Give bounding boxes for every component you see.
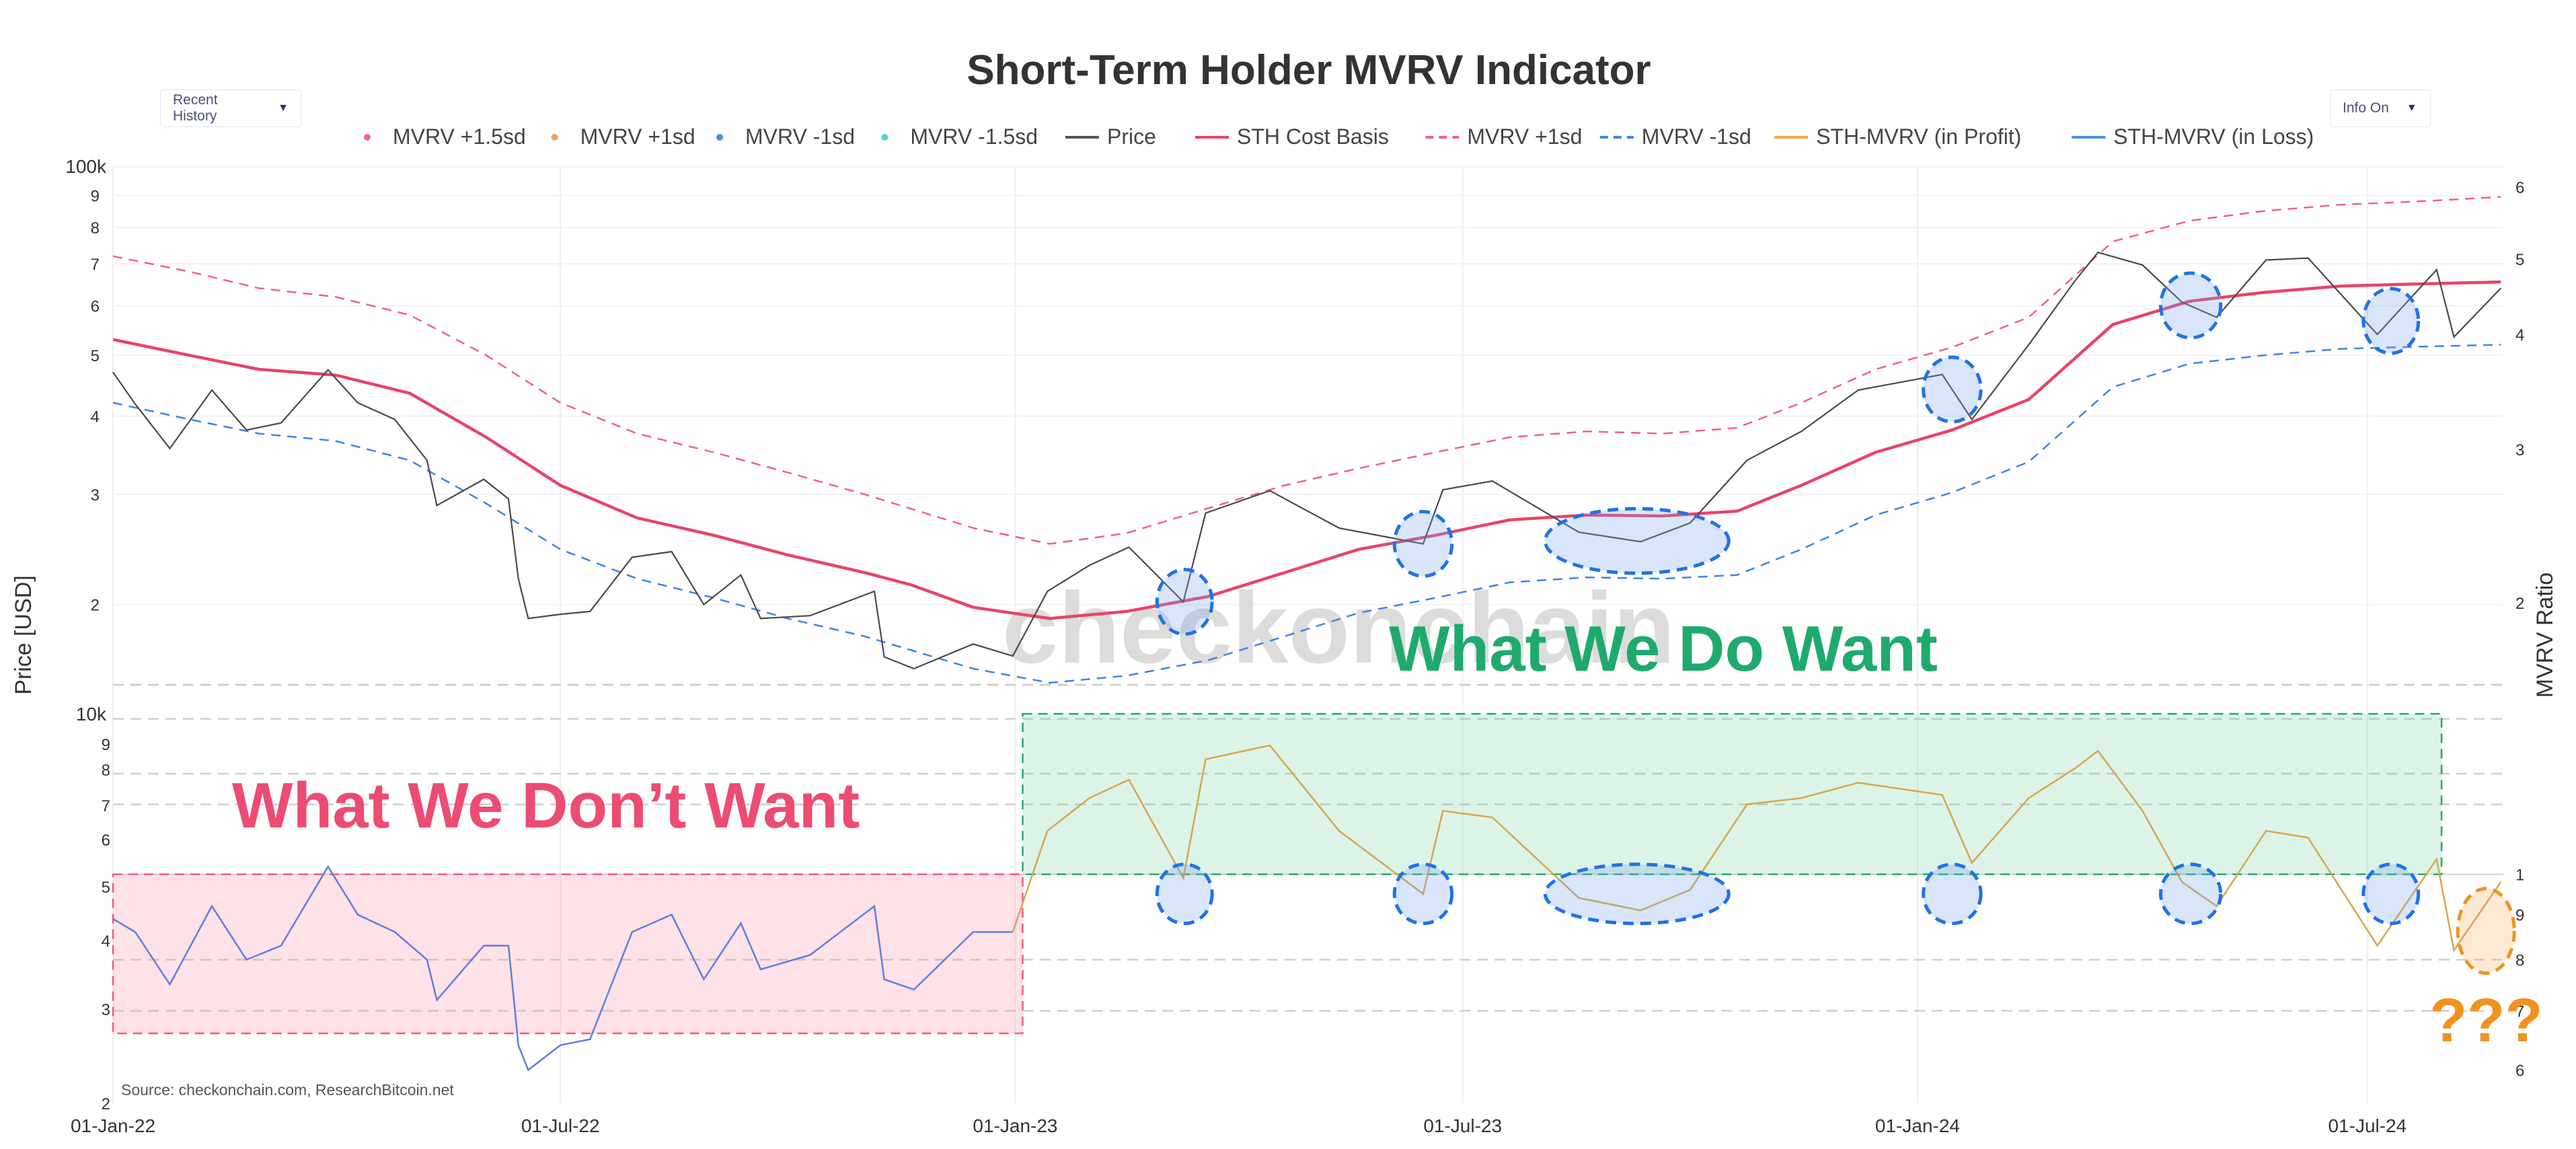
legend-item: MVRV +1sd <box>551 124 695 149</box>
highlight-ellipse <box>1392 862 1454 926</box>
legend-item: Price <box>1065 124 1156 149</box>
x-tick-label: 01-Jan-24 <box>1875 1115 1960 1136</box>
legend-marker-dot <box>716 134 723 141</box>
sth-mvrv-in-loss-line <box>112 864 1013 1072</box>
info-dropdown[interactable]: Info On ▼ <box>2330 89 2431 127</box>
price-axis-tick-label: 6 <box>91 298 100 316</box>
legend-item: MVRV -1sd <box>1599 124 1751 149</box>
mvrv-axis-tick-label: 8 <box>2515 952 2524 970</box>
lower-axis-tick-label: 2 <box>102 1095 110 1113</box>
watermark: checkonchain <box>1002 571 1675 684</box>
legend-marker-dot <box>551 134 558 141</box>
legend-label: MVRV +1sd <box>580 124 695 149</box>
highlight-ellipse <box>2361 287 2421 355</box>
legend-label: MVRV -1.5sd <box>910 124 1038 149</box>
price-axis-tick-label: 3 <box>91 486 100 505</box>
legend-label: STH-MVRV (in Loss) <box>2113 124 2314 149</box>
price-axis-tick-label: 4 <box>91 408 100 426</box>
legend-marker-dot <box>364 134 371 141</box>
bad-zone-box <box>112 873 1024 1035</box>
lower-axis-tick-label: 6 <box>102 831 110 850</box>
highlight-ellipse <box>2361 862 2421 926</box>
source-note: Source: checkonchain.com, ResearchBitcoi… <box>121 1081 454 1099</box>
bad-zone-label: What We Don’t Want <box>232 770 860 842</box>
good-zone-label: What We Do Want <box>1389 613 1938 685</box>
x-tick-label: 01-Jul-23 <box>1423 1115 1502 1136</box>
price-line <box>112 251 2502 670</box>
recent-history-dropdown[interactable]: Recent History ▼ <box>160 89 301 127</box>
mvrv-axis-tick-label: 6 <box>2515 1062 2524 1080</box>
y-axis-right-label: MVRV Ratio <box>2532 572 2558 698</box>
x-tick-label: 01-Jan-23 <box>973 1115 1057 1136</box>
legend-item: MVRV +1.5sd <box>364 124 526 149</box>
legend-label: MVRV -1sd <box>1642 124 1751 149</box>
legend-label: MVRV +1sd <box>1467 124 1582 149</box>
sth-mvrv-in-profit-line <box>1012 744 2502 953</box>
highlight-ellipse <box>1922 862 1983 926</box>
legend-label: STH-MVRV (in Profit) <box>1816 124 2021 149</box>
recent-history-label: Recent History <box>173 92 218 124</box>
highlight-ellipse <box>1155 568 1214 636</box>
legend-item: STH-MVRV (in Profit) <box>1774 124 2021 149</box>
x-tick-label: 01-Jan-22 <box>71 1115 155 1136</box>
mvrv-plus-1sd-line <box>112 196 2501 545</box>
info-dropdown-label: Info On <box>2343 100 2389 116</box>
legend-label: Price <box>1107 124 1156 149</box>
price-axis-tick-label: 100k <box>65 156 107 177</box>
legend-label: MVRV -1sd <box>745 124 855 149</box>
legend-item: MVRV +1sd <box>1425 124 1582 149</box>
mvrv-axis-tick-label: 7 <box>2515 1003 2524 1021</box>
ratio-axis-tick-label: 4 <box>2515 326 2524 344</box>
lower-axis-tick-label: 7 <box>102 797 110 815</box>
ratio-axis-tick-label: 3 <box>2515 441 2524 459</box>
chart-title: Short-Term Holder MVRV Indicator <box>967 47 1651 94</box>
lower-axis-tick-label: 8 <box>102 762 110 780</box>
price-axis-tick-label: 8 <box>91 219 100 237</box>
legend-item: MVRV -1.5sd <box>881 124 1038 149</box>
highlight-ellipse <box>1922 355 1983 424</box>
mvrv-minus-1sd-line <box>112 344 2501 684</box>
price-axis-tick-label: 7 <box>91 256 100 274</box>
y-axis-left-label: Price [USD] <box>11 575 36 695</box>
x-tick-label: 01-Jul-22 <box>521 1115 600 1136</box>
lower-axis-tick-label: 4 <box>102 932 110 951</box>
ratio-axis-tick-label: 2 <box>2515 595 2524 613</box>
highlight-ellipse <box>2158 862 2223 926</box>
lower-axis-tick-label: 10k <box>76 704 107 725</box>
lower-axis-tick-label: 9 <box>102 736 110 754</box>
legend-item: STH Cost Basis <box>1195 124 1389 149</box>
highlight-ellipse <box>2158 271 2223 340</box>
x-tick-label: 01-Jul-24 <box>2328 1115 2407 1136</box>
chevron-down-icon: ▼ <box>2406 102 2417 114</box>
legend-item: STH-MVRV (in Loss) <box>2072 124 2314 149</box>
legend-label: STH Cost Basis <box>1237 124 1389 149</box>
highlight-ellipse <box>1155 862 1214 926</box>
legend-marker-dot <box>881 134 888 141</box>
mvrv-axis-tick-label: 9 <box>2515 907 2524 925</box>
ratio-axis-tick-label: 5 <box>2515 251 2524 269</box>
question-ellipse <box>2456 887 2516 975</box>
highlight-ellipse <box>1543 862 1731 926</box>
price-axis-tick-label: 2 <box>91 597 100 615</box>
highlight-ellipse <box>1543 507 1731 575</box>
highlight-ellipse <box>1392 509 1454 578</box>
good-zone-box <box>1022 712 2443 875</box>
lower-axis-tick-label: 3 <box>102 1001 110 1019</box>
sth-cost-basis-line <box>112 280 2501 620</box>
ratio-axis-tick-label: 6 <box>2515 179 2524 197</box>
legend-item: MVRV -1sd <box>716 124 855 149</box>
mvrv-axis-tick-label: 1 <box>2515 866 2524 885</box>
price-axis-tick-label: 5 <box>91 347 100 365</box>
question-label: ??? <box>2429 986 2543 1055</box>
lower-axis-tick-label: 5 <box>102 879 110 897</box>
legend-label: MVRV +1.5sd <box>393 124 526 149</box>
chevron-down-icon: ▼ <box>278 102 289 114</box>
price-axis-tick-label: 9 <box>91 188 100 206</box>
